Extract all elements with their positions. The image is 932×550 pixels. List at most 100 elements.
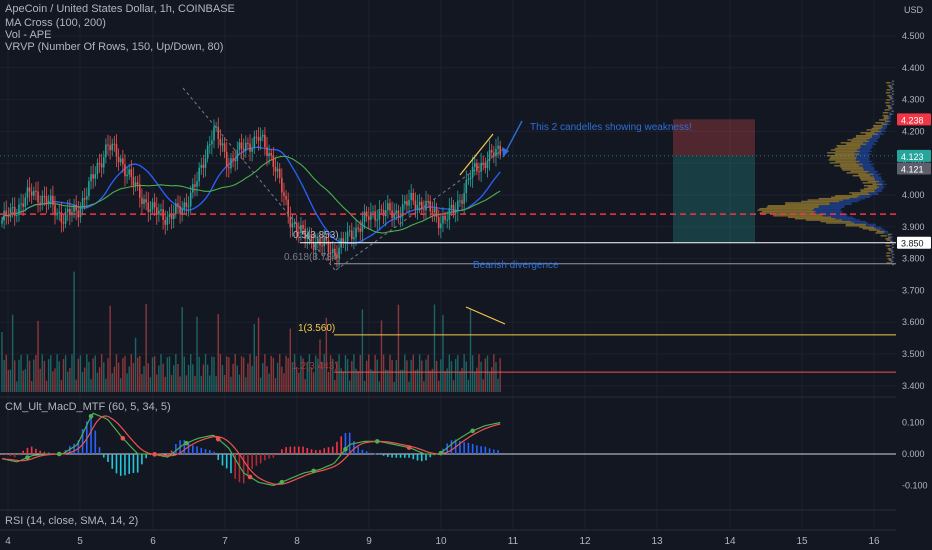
profile-bar-down [890,97,893,100]
candlesticks[interactable] [1,117,501,269]
macd-histogram-bar [264,454,266,461]
stop-price-badge [897,113,931,126]
candle-body [399,216,402,218]
volume-bar [160,354,162,392]
macd-histogram-bar [306,447,309,454]
symbol-title: ApeCoin / United States Dollar, 1h, COIN… [5,3,235,15]
volume-bar [308,354,311,392]
volume-bar [433,304,436,392]
volume-bar [24,369,27,392]
candle-body [223,143,226,152]
candle-body [35,190,37,192]
macd-cross-dot [247,474,253,480]
volume-bar [289,328,292,392]
candle-body [245,142,247,151]
macd-histogram-bar [141,454,143,465]
candle-body [221,143,224,146]
volume-bar [274,378,277,392]
volume-bar [325,317,328,392]
profile-bar-down [888,107,892,110]
candle-body [493,152,495,157]
macd-histogram-bar [399,454,402,458]
candle-body [473,163,476,168]
last-price-badge [897,149,931,162]
macd-cross-dot [311,468,316,474]
volume-bar [124,355,126,392]
profile-bar-down [873,126,883,128]
macd-histogram-bar [47,452,50,454]
profile-bar-down [892,80,894,82]
candle-body [497,145,499,149]
profile-bar-down [886,252,891,254]
profile-bar-down [842,169,864,171]
macd-histogram-bar [115,454,118,474]
volume-bar [230,376,232,392]
volume-bar [213,356,215,392]
candle-body [240,142,243,149]
volume-bar [98,367,101,392]
candle-body [310,233,313,243]
profile-bar-down [846,143,867,145]
volume-bar [393,381,395,392]
candle-body [367,216,370,220]
candle-body [139,184,141,198]
volume-bar [435,360,438,392]
profile-bar-down [881,123,888,125]
profile-bar-down [883,117,889,120]
profile-bar-down [835,150,860,153]
profile-bar-down [886,255,891,257]
candle-body [420,201,423,210]
time-tick-label: 15 [796,536,808,547]
candle-body [198,167,200,182]
volume-bar [442,315,444,392]
macd-histogram-bar [323,448,326,454]
candle-body [338,247,340,259]
candle-body [406,201,408,206]
candle-body [361,221,364,232]
candle-body [448,208,451,220]
volume-bar [491,367,493,392]
macd-histogram-bar [238,454,241,483]
profile-bar-down [847,139,867,141]
volume-bar [166,357,169,392]
macd-cross-dot [56,451,62,457]
profile-bar-down [865,133,878,135]
candle-body [58,212,61,214]
candle-body [211,140,213,145]
profile-bar-down [892,253,894,256]
time-tick-label: 9 [366,536,372,547]
candle-body [20,203,22,205]
volume-bar [120,378,122,392]
macd-legend[interactable]: CM_Ult_MacD_MTF (60, 5, 34, 5) [5,401,171,413]
volume-bar [444,371,446,392]
volume-bar [122,357,124,392]
volume-bar [266,366,268,392]
candle-body [435,208,438,218]
profile-bar-down [828,159,856,161]
macd-histogram-bar [242,454,245,484]
rsi-legend[interactable]: RSI (14, close, SMA, 14, 2) [5,515,139,527]
macd-histogram-bar [90,417,92,454]
ma-cross-legend[interactable]: MA Cross (100, 200) [5,17,106,29]
vrvp-legend[interactable]: VRVP (Number Of Rows, 150, Up/Down, 80) [5,41,224,53]
macd-histogram-bar [357,446,359,454]
macd-histogram-bar [429,454,432,458]
profile-bar-down [849,192,869,194]
profile-bar-down [859,226,875,228]
macd-histogram-bar [35,448,37,454]
price-axis: USD 3.400 3.500 3.600 3.700 3.800 3.900 4.000 4.… [5,5,931,547]
candle-body [461,200,463,204]
volume-bar [117,362,120,392]
candle-body [359,228,362,232]
volume-bar [334,379,336,392]
volume-bar [332,358,334,392]
macd-histogram-bar [217,454,220,460]
candle-body [37,191,39,203]
macd-histogram-bar [348,432,351,454]
candle-body [147,202,150,212]
volume-legend[interactable]: Vol - APE [5,29,52,41]
profile-bar-down [885,102,890,104]
candle-body [230,158,232,169]
macd-histogram-bar [187,443,190,454]
